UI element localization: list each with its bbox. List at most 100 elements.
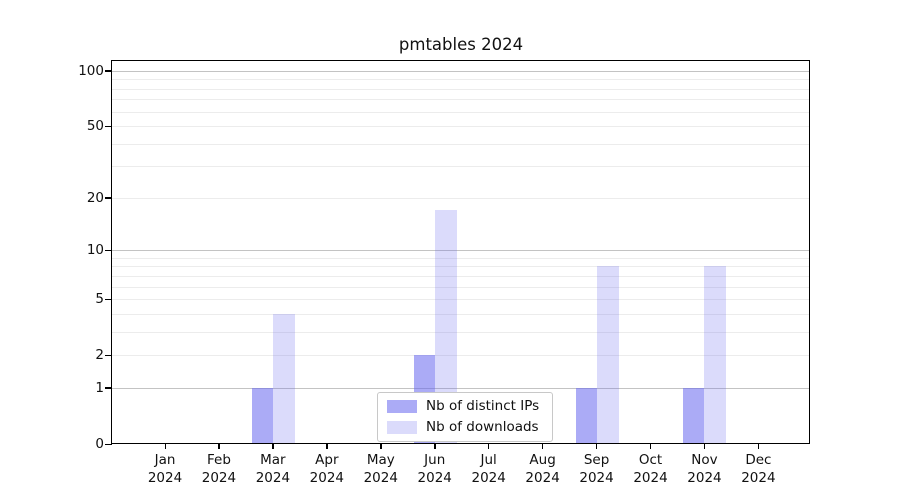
y-tick-mark (105, 125, 112, 127)
minor-gridline (112, 99, 810, 101)
legend: Nb of distinct IPs Nb of downloads (377, 392, 553, 442)
x-tick-label: Oct 2024 (621, 451, 681, 487)
legend-swatch-distinct-ips (387, 399, 417, 413)
x-tick-year: 2024 (579, 470, 614, 486)
x-tick-mark (434, 444, 436, 449)
x-tick-year: 2024 (255, 470, 291, 486)
x-tick-month: Apr (315, 452, 339, 468)
x-tick-year: 2024 (687, 470, 722, 486)
x-tick-label: Apr 2024 (297, 451, 357, 487)
major-gridline (112, 250, 810, 252)
x-tick-mark (703, 444, 706, 449)
minor-gridline (112, 355, 810, 357)
x-tick-month: Feb (206, 452, 231, 468)
x-tick-month: May (366, 452, 395, 468)
major-gridline (112, 70, 810, 72)
x-tick-year: 2024 (633, 470, 668, 486)
minor-gridline (112, 299, 810, 301)
x-tick-year: 2024 (417, 470, 452, 486)
minor-gridline (112, 166, 810, 168)
x-tick-mark (218, 444, 220, 449)
x-tick-label: Jan 2024 (135, 451, 195, 487)
minor-gridline (112, 126, 810, 128)
x-tick-mark (488, 444, 490, 449)
y-tick-label: 2 (95, 347, 104, 364)
x-tick-year: 2024 (309, 470, 344, 486)
y-tick-mark (105, 298, 112, 300)
bar-downloads-jun (434, 210, 457, 444)
x-tick-year: 2024 (147, 470, 183, 486)
y-tick-mark (105, 249, 112, 251)
y-tick-label: 0 (95, 436, 104, 452)
bar-distinct-ips-mar (251, 387, 273, 444)
minor-gridline (112, 266, 810, 268)
minor-gridline (112, 286, 810, 288)
y-tick-mark (105, 387, 112, 389)
x-tick-month: Mar (260, 452, 286, 468)
bars-layer (112, 61, 810, 444)
x-tick-month: Jan (154, 452, 176, 468)
y-tick-mark (105, 197, 112, 199)
x-tick-label: Jul 2024 (459, 451, 519, 487)
bar-downloads-mar (272, 313, 295, 444)
x-tick-month: Dec (745, 452, 772, 468)
x-tick-year: 2024 (201, 470, 237, 486)
x-tick-label: Sep 2024 (567, 451, 627, 487)
legend-swatch-downloads (387, 420, 417, 434)
x-tick-mark (326, 444, 328, 449)
y-tick-label: 1 (95, 379, 104, 396)
y-tick-mark (105, 443, 112, 445)
minor-gridline (112, 111, 810, 113)
x-tick-mark (380, 444, 382, 449)
x-tick-mark (542, 444, 544, 449)
x-tick-label: Jun 2024 (405, 451, 465, 487)
minor-gridline (112, 275, 810, 277)
minor-gridline (112, 143, 810, 145)
legend-item-downloads: Nb of downloads (387, 419, 543, 435)
minor-gridline (112, 197, 810, 199)
y-tick-label: 50 (86, 118, 104, 135)
x-tick-year: 2024 (741, 470, 776, 486)
x-tick-label: Nov 2024 (674, 451, 734, 487)
major-gridline (112, 387, 810, 390)
x-tick-month: Jul (480, 452, 497, 468)
x-tick-month: Nov (691, 452, 718, 468)
bar-downloads-nov (704, 266, 727, 444)
y-tick-mark (105, 70, 112, 72)
x-tick-year: 2024 (525, 470, 560, 486)
bar-downloads-sep (596, 266, 619, 444)
x-tick-month: Aug (529, 452, 556, 468)
x-tick-label: Feb 2024 (189, 451, 249, 487)
x-tick-label: Mar 2024 (243, 451, 303, 487)
minor-gridline (112, 88, 810, 90)
x-tick-month: Oct (638, 452, 663, 468)
y-tick-label: 5 (95, 291, 104, 308)
minor-gridline (112, 331, 810, 333)
x-tick-label: May 2024 (351, 451, 411, 487)
gridlines-layer (112, 61, 810, 444)
x-tick-year: 2024 (471, 470, 506, 486)
x-tick-mark (757, 444, 760, 449)
x-tick-month: Jun (424, 452, 446, 468)
minor-gridline (112, 313, 810, 315)
legend-label: Nb of downloads (426, 419, 539, 435)
x-tick-mark (596, 444, 598, 449)
x-tick-label: Aug 2024 (513, 451, 573, 487)
legend-item-distinct-ips: Nb of distinct IPs (387, 398, 543, 414)
plot-area (112, 61, 810, 444)
legend-label: Nb of distinct IPs (426, 398, 540, 414)
x-tick-mark (272, 444, 274, 449)
bar-distinct-ips-nov (683, 387, 705, 444)
x-tick-month: Sep (583, 452, 610, 468)
y-tick-label: 10 (86, 242, 104, 259)
x-tick-mark (164, 444, 166, 449)
bar-distinct-ips-sep (575, 387, 597, 444)
minor-gridline (112, 257, 810, 259)
minor-gridline (112, 79, 810, 81)
chart-title: pmtables 2024 (398, 35, 524, 54)
x-tick-mark (650, 444, 652, 449)
x-tick-label: Dec 2024 (728, 451, 788, 487)
y-tick-mark (105, 354, 112, 356)
x-tick-year: 2024 (363, 470, 398, 486)
